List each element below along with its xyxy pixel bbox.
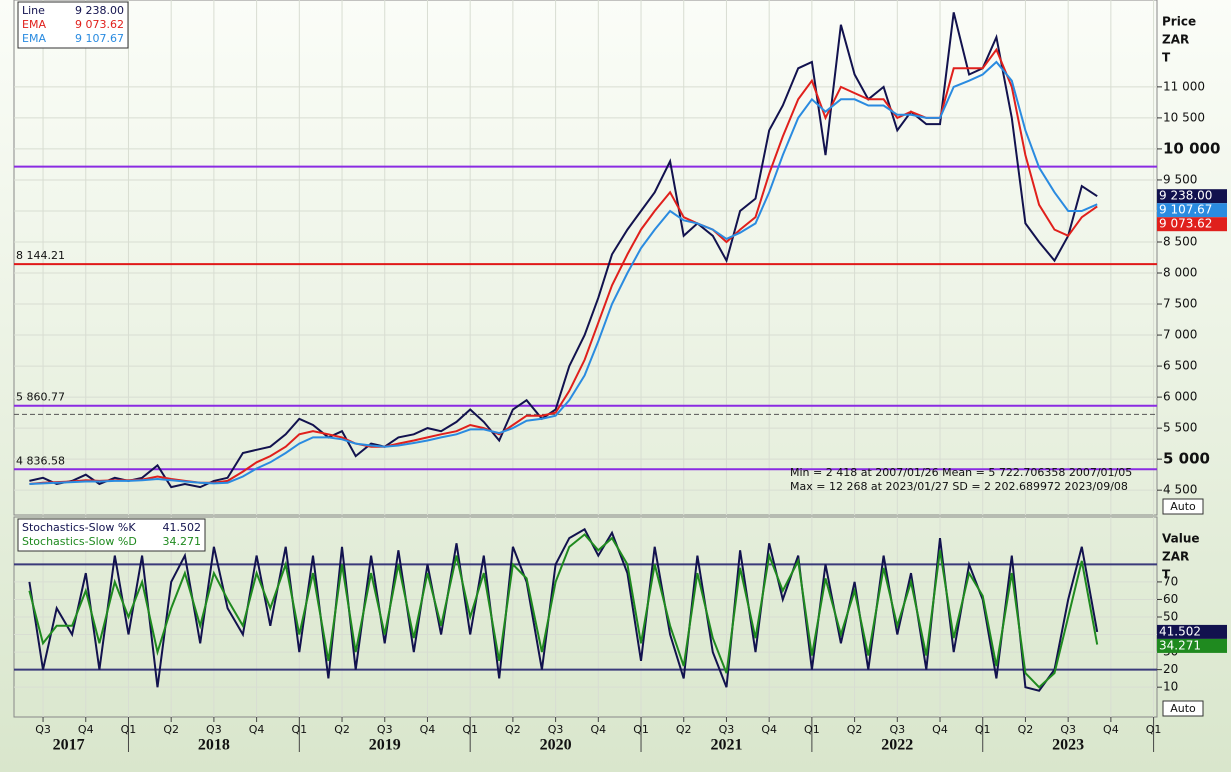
level-label: 4 836.58 <box>16 454 65 467</box>
y-axis-label: T <box>1162 51 1171 65</box>
x-tick-label: Q3 <box>206 723 222 736</box>
x-tick-label: Q3 <box>889 723 905 736</box>
y-axis-label: ZAR <box>1162 550 1189 564</box>
legend-value: 9 107.67 <box>75 32 124 45</box>
legend-label: Stochastics-Slow %K <box>22 521 136 534</box>
legend-label: Line <box>22 4 45 17</box>
year-label: 2017 <box>53 737 85 754</box>
value-tag-label: 9 238.00 <box>1159 189 1212 203</box>
x-tick-label: Q2 <box>334 723 350 736</box>
value-tag <box>1157 189 1227 204</box>
legend-value: 41.502 <box>163 521 202 534</box>
year-label: 2019 <box>369 737 401 754</box>
y-tick-label: 10 500 <box>1163 110 1205 124</box>
legend-label: Stochastics-Slow %D <box>22 535 137 548</box>
legend-box <box>17 1 129 49</box>
y-axis-label: T <box>1162 568 1171 582</box>
x-tick-label: Q3 <box>377 723 393 736</box>
stats-annotation: Min = 2 418 at 2007/01/26 Mean = 5 722.7… <box>790 466 1132 479</box>
legend-label: EMA <box>22 18 46 31</box>
x-tick-label: Q3 <box>548 723 564 736</box>
x-tick-label: Q3 <box>1060 723 1076 736</box>
x-tick-label: Q4 <box>249 723 265 736</box>
year-label: 2021 <box>710 737 742 754</box>
auto-button-label[interactable]: Auto <box>1170 500 1196 513</box>
value-tag <box>1157 217 1227 232</box>
panel-frame <box>13 0 1158 516</box>
level-label: 5 860.77 <box>16 391 65 404</box>
x-tick-label: Q1 <box>121 723 137 736</box>
legend-value: 9 073.62 <box>75 18 124 31</box>
year-label: 2023 <box>1052 737 1084 754</box>
x-tick-label: Q2 <box>676 723 692 736</box>
x-tick-label: Q4 <box>78 723 94 736</box>
x-tick-label: Q2 <box>163 723 179 736</box>
x-tick-label: Q4 <box>590 723 606 736</box>
auto-button-label[interactable]: Auto <box>1170 702 1196 715</box>
stats-annotation: Max = 12 268 at 2023/01/27 SD = 2 202.68… <box>790 480 1128 493</box>
y-tick-label: 8 500 <box>1163 234 1197 248</box>
series-line <box>29 60 1098 485</box>
y-tick-label: 7 000 <box>1163 328 1197 342</box>
y-tick-label: 8 000 <box>1163 266 1197 280</box>
y-tick-label: 50 <box>1163 610 1178 624</box>
y-axis-label: Value <box>1162 532 1200 546</box>
x-tick-label: Q2 <box>847 723 863 736</box>
y-tick-label: 10 000 <box>1163 139 1220 157</box>
y-axis-label: ZAR <box>1162 33 1189 47</box>
x-tick-label: Q4 <box>420 723 436 736</box>
y-tick-label: 6 000 <box>1163 390 1197 404</box>
y-tick-label: 10 <box>1163 680 1178 694</box>
year-label: 2022 <box>881 737 913 754</box>
y-tick-label: 70 <box>1163 574 1178 588</box>
x-tick-label: Q2 <box>505 723 521 736</box>
legend-label: EMA <box>22 32 46 45</box>
x-tick-label: Q1 <box>462 723 478 736</box>
x-tick-label: Q1 <box>1146 723 1162 736</box>
x-tick-label: Q3 <box>35 723 51 736</box>
year-label: 2020 <box>540 737 572 754</box>
legend-value: 34.271 <box>163 535 202 548</box>
y-tick-label: 5 500 <box>1163 421 1197 435</box>
year-label: 2018 <box>198 737 230 754</box>
x-tick-label: Q4 <box>1103 723 1119 736</box>
x-tick-label: Q1 <box>633 723 649 736</box>
x-tick-label: Q2 <box>1018 723 1034 736</box>
x-tick-label: Q4 <box>761 723 777 736</box>
auto-button[interactable] <box>1162 498 1204 515</box>
series-line <box>28 533 1099 689</box>
x-tick-label: Q1 <box>804 723 820 736</box>
level-label: 8 144.21 <box>16 249 65 262</box>
value-tag <box>1157 624 1227 639</box>
y-tick-label: 11 000 <box>1163 79 1205 93</box>
y-axis-label: Price <box>1162 15 1196 29</box>
x-tick-label: Q3 <box>719 723 735 736</box>
value-tag-label: 41.502 <box>1159 624 1201 638</box>
x-tick-label: Q4 <box>932 723 948 736</box>
y-tick-label: 7 500 <box>1163 297 1197 311</box>
y-tick-label: 4 500 <box>1163 483 1197 497</box>
legend-value: 9 238.00 <box>75 4 124 17</box>
y-tick-label: 20 <box>1163 662 1178 676</box>
value-tag-label: 34.271 <box>1159 638 1201 652</box>
y-tick-label: 6 500 <box>1163 359 1197 373</box>
y-tick-label: 60 <box>1163 592 1178 606</box>
x-tick-label: Q1 <box>291 723 307 736</box>
value-tag <box>1157 638 1227 653</box>
value-tag-label: 9 073.62 <box>1159 217 1212 231</box>
value-tag-label: 9 107.67 <box>1159 203 1212 217</box>
legend-box <box>17 518 206 552</box>
x-tick-label: Q1 <box>975 723 991 736</box>
auto-button[interactable] <box>1162 700 1204 717</box>
y-tick-label: 9 500 <box>1163 172 1197 186</box>
y-tick-label: 5 000 <box>1163 450 1210 468</box>
value-tag <box>1157 203 1227 218</box>
